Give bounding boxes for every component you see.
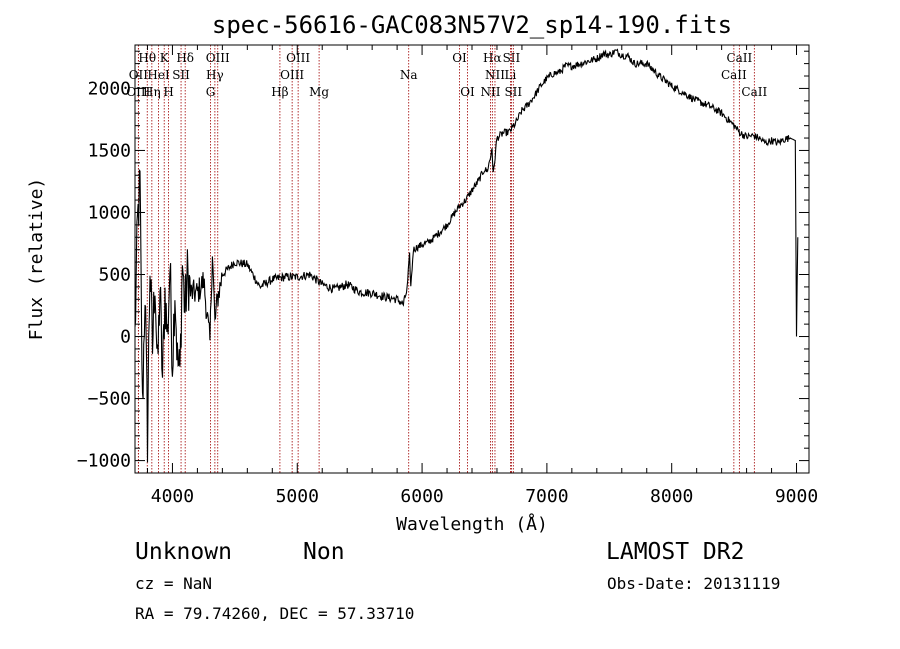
- x-axis-ticks: 4000 5000 6000 7000 8000 9000: [146, 45, 818, 507]
- x-tick-label: 6000: [400, 486, 443, 507]
- object-subclass: Non: [303, 539, 345, 565]
- line-label: Hδ: [176, 51, 194, 65]
- spectrum-series: [134, 48, 799, 463]
- plot-frame: [134, 44, 810, 474]
- redshift-text: cz = NaN: [135, 574, 212, 593]
- line-label: Hη: [143, 85, 161, 99]
- line-label: OIII: [280, 68, 304, 82]
- y-tick-label: 2000: [88, 78, 131, 99]
- survey-name: LAMOST DR2: [606, 539, 744, 565]
- y-tick-label: 0: [120, 327, 131, 348]
- line-label: OI: [460, 85, 475, 99]
- y-tick-label: 1500: [88, 140, 131, 161]
- line-label: OI: [452, 51, 467, 65]
- line-label: Hα: [483, 51, 502, 65]
- x-axis-label: Wavelength (Å): [396, 513, 548, 535]
- line-label: G: [206, 85, 216, 99]
- y-tick-label: −1000: [77, 451, 131, 472]
- x-tick-label: 9000: [775, 486, 818, 507]
- line-label: CaII: [726, 51, 752, 65]
- line-label: NII: [485, 68, 505, 82]
- line-label: Hθ: [138, 51, 156, 65]
- chart-title: spec-56616-GAC083N57V2_sp14-190.fits: [212, 11, 732, 39]
- y-tick-label: 1000: [88, 202, 131, 223]
- x-tick-label: 8000: [650, 486, 693, 507]
- x-tick-label: 4000: [151, 486, 194, 507]
- line-label: SII: [172, 68, 190, 82]
- x-tick-label: 5000: [276, 486, 319, 507]
- line-label: Li: [505, 68, 517, 82]
- y-axis-label: Flux (relative): [26, 178, 47, 341]
- line-label: Hγ: [206, 68, 224, 82]
- line-label: Mg: [309, 85, 329, 99]
- line-label: NII: [480, 85, 500, 99]
- line-label: OIII: [286, 51, 310, 65]
- x-tick-label: 7000: [525, 486, 568, 507]
- obs-date: Obs-Date: 20131119: [607, 574, 780, 593]
- line-label: OIII: [206, 51, 230, 65]
- coordinates: RA = 79.74260, DEC = 57.33710: [135, 604, 414, 623]
- line-label: K: [160, 51, 170, 65]
- line-label: Hβ: [271, 85, 288, 99]
- object-class: Unknown: [135, 539, 232, 565]
- spectrum-line: [134, 48, 799, 463]
- y-axis-ticks: −1000 −500 0 500 1000 1500 2000: [77, 50, 809, 472]
- y-tick-label: 500: [98, 265, 131, 286]
- line-label: H: [163, 85, 173, 99]
- line-label: SII: [503, 51, 521, 65]
- y-tick-label: −500: [88, 389, 131, 410]
- line-label: HeI: [147, 68, 170, 82]
- line-label: CaII: [721, 68, 747, 82]
- line-label: SII: [504, 85, 522, 99]
- line-label: CaII: [741, 85, 767, 99]
- line-label: Na: [400, 68, 418, 82]
